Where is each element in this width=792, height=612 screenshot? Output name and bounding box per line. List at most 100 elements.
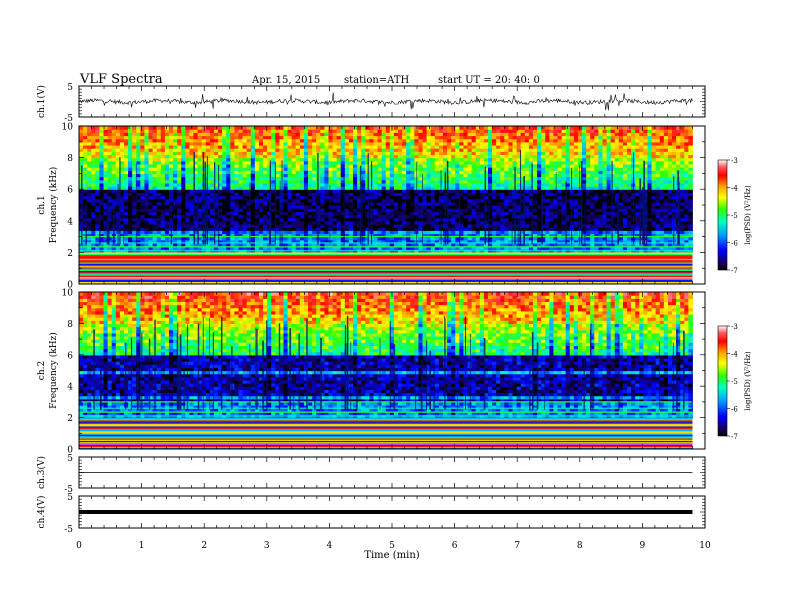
spectrogram-cell	[377, 195, 383, 200]
spectrogram-cell	[193, 126, 199, 130]
spectrogram-cell	[365, 195, 370, 200]
spectrogram-cell	[398, 154, 403, 159]
spectrogram-cell	[406, 223, 411, 228]
spectrogram-cell	[447, 246, 452, 250]
spectrogram-cell	[504, 205, 509, 209]
spectrogram-cell	[291, 236, 297, 241]
spectrogram-cell	[508, 236, 513, 241]
spectrogram-cell	[123, 201, 129, 206]
ch1-signal-line	[79, 92, 693, 111]
spectrogram-cell	[287, 220, 293, 225]
spectrogram-cell	[483, 246, 489, 250]
spectrogram-cell	[451, 186, 456, 190]
spectrogram-cell	[209, 176, 215, 181]
spectrogram-cell	[377, 163, 383, 168]
spectrogram-cell	[173, 126, 178, 130]
spectrogram-cell	[393, 227, 399, 231]
spectrogram-cell	[275, 132, 280, 137]
spectrogram-cell	[213, 132, 219, 137]
spectrogram-cell	[156, 176, 162, 181]
spectrogram-cell	[361, 163, 366, 168]
spectrogram-cell	[557, 223, 562, 228]
spectrogram-cell	[160, 148, 166, 152]
spectrogram-cell	[308, 141, 313, 146]
spectrogram-cell	[434, 163, 440, 168]
spectrogram-cell	[271, 246, 276, 250]
spectrogram-cell	[508, 138, 513, 143]
spectrogram-cell	[177, 227, 182, 231]
spectrogram-cell	[504, 132, 509, 137]
spectrogram-cell	[406, 160, 411, 165]
spectrogram-cell	[373, 154, 378, 159]
spectrogram-cell	[263, 138, 268, 143]
date-label: Apr. 15, 2015	[251, 75, 320, 86]
spectrogram-cell	[324, 182, 329, 187]
spectrogram-cell	[467, 148, 473, 152]
spectrogram-cell	[99, 246, 104, 250]
spectrogram-cell	[348, 214, 354, 219]
spectrogram-cell	[95, 217, 100, 222]
spectrogram-cell	[353, 167, 358, 171]
spectrogram-cell	[365, 227, 370, 231]
spectrogram-cell	[209, 239, 215, 244]
spectrogram-cell	[299, 179, 305, 184]
spectrogram-cell	[414, 129, 419, 133]
spectrogram-cell	[357, 144, 362, 149]
spectrogram-cell	[459, 141, 464, 146]
spectrogram-cell	[119, 239, 125, 244]
spectrogram-cell	[434, 217, 440, 222]
spectrogram-cell	[205, 157, 211, 162]
spectrogram-cell	[222, 227, 227, 231]
spectrogram-cell	[275, 160, 280, 165]
spectrogram-cell	[451, 182, 456, 187]
spectrogram-cell	[365, 154, 370, 159]
spectrogram-cell	[148, 176, 154, 181]
spectrogram-cell	[545, 192, 550, 197]
spectrogram-cell	[406, 246, 411, 250]
spectrogram-cell	[128, 154, 133, 159]
spectrogram-cell	[328, 220, 333, 225]
spectrogram-cell	[320, 173, 325, 178]
spectrogram-cell	[516, 154, 522, 159]
spectrogram-cell	[254, 173, 260, 178]
spectrogram-cell	[348, 239, 354, 244]
spectrogram-cell	[144, 230, 149, 235]
spectrogram-cell	[258, 186, 264, 190]
spectrogram-cell	[222, 217, 227, 222]
spectrogram-cell	[209, 148, 215, 152]
spectrogram-cell	[557, 138, 562, 143]
spectrogram-cell	[275, 189, 280, 193]
spectrogram-cell	[234, 138, 239, 143]
spectrogram-cell	[463, 195, 468, 200]
spectrogram-cell	[402, 230, 407, 235]
spectrogram-cell	[291, 208, 297, 212]
spectrogram-cell	[373, 246, 378, 250]
spectrogram-cell	[140, 138, 145, 143]
spectrogram-cell	[213, 195, 219, 200]
spectrogram-cell	[508, 201, 513, 206]
spectrogram-cell	[226, 163, 231, 168]
spectrogram-cell	[406, 163, 411, 168]
spectrogram-cell	[451, 148, 456, 152]
spectrogram-cell	[426, 138, 432, 143]
spectrogram-cell	[328, 214, 333, 219]
spectrogram-cell	[87, 163, 92, 168]
spectrogram-cell	[181, 170, 186, 174]
spectrogram-cell	[303, 186, 309, 190]
spectrogram-cell	[283, 148, 288, 152]
spectrogram-cell	[353, 201, 358, 206]
spectrogram-cell	[340, 129, 346, 133]
spectrogram-cell	[258, 157, 264, 162]
spectrogram-cell	[115, 157, 121, 162]
spectrogram-cell	[136, 192, 141, 197]
spectrogram-cell	[471, 160, 477, 165]
spectrogram-cell	[430, 170, 436, 174]
spectrogram-cell	[99, 223, 104, 228]
spectrogram-cell	[483, 195, 489, 200]
spectrogram-cell	[528, 176, 534, 181]
spectrogram-cell	[258, 182, 264, 187]
spectrogram-cell	[422, 151, 428, 156]
spectrogram-cell	[238, 129, 243, 133]
spectrogram-cell	[226, 173, 231, 178]
